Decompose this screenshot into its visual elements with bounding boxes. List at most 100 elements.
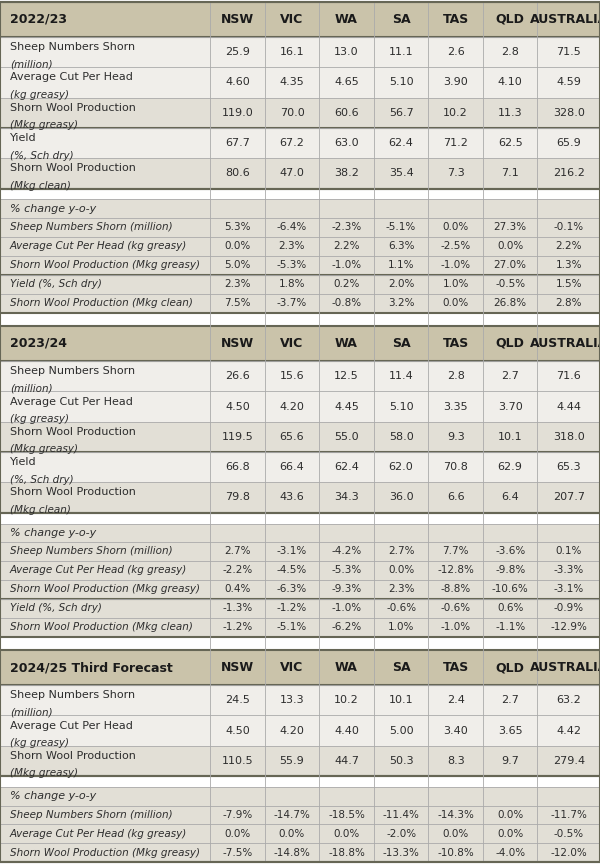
Text: -9.8%: -9.8% (495, 565, 526, 575)
Text: 62.5: 62.5 (498, 138, 523, 148)
Text: Shorn Wool Production: Shorn Wool Production (10, 427, 136, 437)
Text: NSW: NSW (221, 661, 254, 674)
Bar (428, 391, 483, 422)
Text: -10.8%: -10.8% (437, 848, 474, 858)
Text: 79.8: 79.8 (225, 492, 250, 503)
Bar (428, 452, 483, 482)
Text: 4.40: 4.40 (334, 726, 359, 735)
Text: 13.3: 13.3 (280, 696, 304, 705)
Text: -6.4%: -6.4% (277, 222, 307, 232)
Text: 8.3: 8.3 (447, 756, 464, 766)
Text: -0.8%: -0.8% (331, 298, 362, 308)
Bar (0, 218, 600, 237)
Bar (538, 391, 600, 422)
Text: 63.0: 63.0 (334, 138, 359, 148)
Text: 6.4: 6.4 (502, 492, 519, 503)
Text: 9.3: 9.3 (447, 432, 464, 442)
Text: 11.3: 11.3 (498, 108, 523, 118)
Text: 7.1: 7.1 (502, 168, 519, 178)
Text: 70.8: 70.8 (443, 462, 468, 472)
Text: -14.7%: -14.7% (274, 810, 310, 820)
Text: 71.5: 71.5 (556, 48, 581, 57)
Bar (428, 715, 483, 746)
Bar (0, 482, 210, 512)
Bar (319, 715, 374, 746)
Text: 3.40: 3.40 (443, 726, 468, 735)
Text: 3.90: 3.90 (443, 78, 468, 87)
Bar (0, 650, 600, 685)
Text: 47.0: 47.0 (280, 168, 304, 178)
Text: 2.2%: 2.2% (333, 241, 360, 251)
Bar (0, 787, 600, 805)
Text: -6.3%: -6.3% (277, 584, 307, 594)
Text: -0.1%: -0.1% (554, 222, 584, 232)
Text: (million): (million) (10, 384, 53, 394)
Bar (265, 67, 319, 98)
Text: 2.7: 2.7 (501, 372, 519, 381)
Text: 34.3: 34.3 (334, 492, 359, 503)
Text: 13.0: 13.0 (334, 48, 359, 57)
Text: -11.7%: -11.7% (550, 810, 587, 820)
Text: (million): (million) (10, 60, 53, 70)
Text: 1.3%: 1.3% (556, 260, 582, 270)
Bar (0, 618, 600, 637)
Text: 4.50: 4.50 (225, 402, 250, 411)
Text: -13.3%: -13.3% (383, 848, 419, 858)
Text: Sheep Numbers Shorn (million): Sheep Numbers Shorn (million) (10, 810, 173, 820)
Text: 1.5%: 1.5% (556, 279, 582, 289)
Text: 11.1: 11.1 (389, 48, 413, 57)
Text: (kg greasy): (kg greasy) (10, 414, 69, 424)
Text: (%, Sch dry): (%, Sch dry) (10, 150, 74, 161)
Bar (0, 361, 210, 391)
Bar (319, 391, 374, 422)
Text: 216.2: 216.2 (553, 168, 584, 178)
Text: 4.35: 4.35 (280, 78, 304, 87)
Bar (0, 294, 600, 313)
Text: Yield: Yield (10, 133, 37, 143)
Bar (374, 67, 428, 98)
Bar (0, 391, 210, 422)
Bar (538, 746, 600, 776)
Text: 0.0%: 0.0% (443, 829, 469, 839)
Bar (428, 422, 483, 452)
Text: -2.0%: -2.0% (386, 829, 416, 839)
Text: 0.0%: 0.0% (497, 810, 523, 820)
Text: SA: SA (392, 337, 410, 350)
Text: -11.4%: -11.4% (383, 810, 419, 820)
Text: 67.2: 67.2 (280, 138, 304, 148)
Text: 4.20: 4.20 (280, 402, 304, 411)
Text: 2.7: 2.7 (501, 696, 519, 705)
Text: 62.0: 62.0 (389, 462, 413, 472)
Bar (0, 843, 600, 862)
Bar (265, 685, 319, 715)
Text: 2.3%: 2.3% (279, 241, 305, 251)
Bar (210, 67, 265, 98)
Text: 5.00: 5.00 (389, 726, 413, 735)
Bar (0, 98, 210, 128)
Bar (0, 275, 600, 294)
Bar (210, 98, 265, 128)
Bar (319, 361, 374, 391)
Bar (0, 599, 600, 618)
Text: 80.6: 80.6 (225, 168, 250, 178)
Bar (265, 452, 319, 482)
Text: SA: SA (392, 13, 410, 26)
Text: 2023/24: 2023/24 (10, 337, 67, 350)
Text: (Mkg greasy): (Mkg greasy) (10, 120, 78, 130)
Text: 25.9: 25.9 (225, 48, 250, 57)
Bar (210, 391, 265, 422)
Text: 1.1%: 1.1% (388, 260, 415, 270)
Bar (483, 452, 538, 482)
Bar (319, 37, 374, 67)
Bar (428, 746, 483, 776)
Text: 4.60: 4.60 (225, 78, 250, 87)
Bar (0, 524, 600, 542)
Text: -3.1%: -3.1% (554, 584, 584, 594)
Bar (0, 200, 600, 218)
Bar (0, 128, 210, 158)
Text: NSW: NSW (221, 337, 254, 350)
Text: Average Cut Per Head: Average Cut Per Head (10, 721, 133, 731)
Text: 11.4: 11.4 (389, 372, 413, 381)
Bar (210, 452, 265, 482)
Text: 55.9: 55.9 (280, 756, 304, 766)
